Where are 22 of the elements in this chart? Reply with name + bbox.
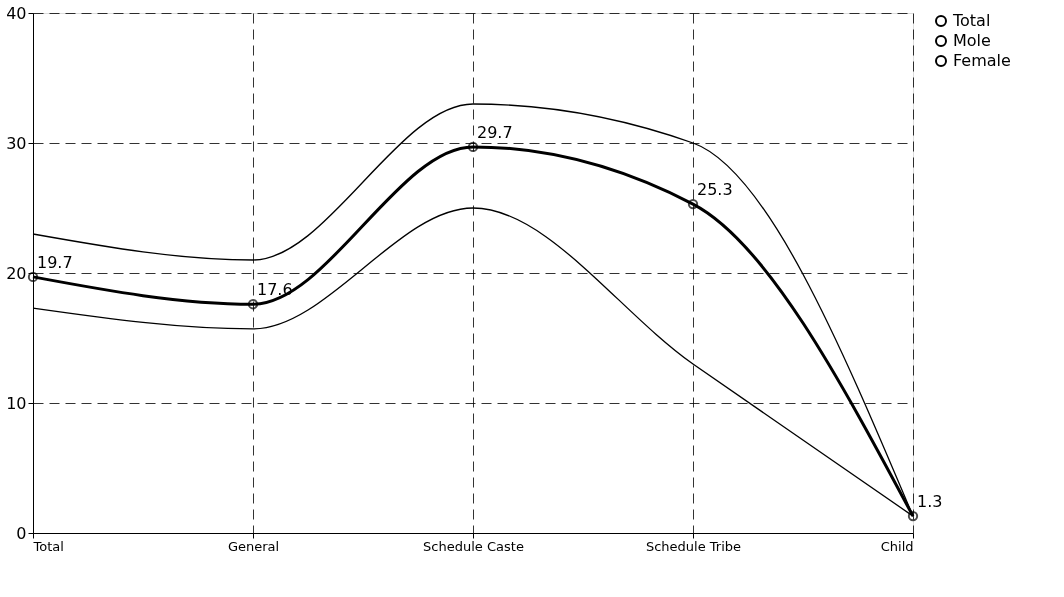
point <box>27 271 39 283</box>
legend-label: Female <box>953 51 1011 70</box>
x-tick-label: Child <box>880 538 914 554</box>
data-label: 25.3 <box>697 180 733 200</box>
point <box>247 299 259 310</box>
x-tick-label: Total <box>32 538 64 554</box>
y-tick-label: 20 <box>6 263 27 283</box>
x-tick-label: General <box>227 538 280 554</box>
x-tick-label: Schedule Tribe <box>645 538 742 554</box>
legend-label: Total <box>952 11 991 30</box>
y-tick-label: 0 <box>16 523 27 543</box>
data-label: 29.7 <box>477 122 513 142</box>
data-label: 1.3 <box>917 492 943 512</box>
legend-label: Mole <box>953 31 991 50</box>
x-tick-label: Schedule Caste <box>423 538 524 554</box>
y-tick-label: 10 <box>6 393 27 413</box>
y-tick-label: 30 <box>6 133 27 153</box>
point <box>907 510 919 522</box>
data-label: 19.7 <box>37 252 73 272</box>
point <box>467 141 479 153</box>
y-tick-label: 40 <box>6 3 27 23</box>
point <box>687 198 699 210</box>
